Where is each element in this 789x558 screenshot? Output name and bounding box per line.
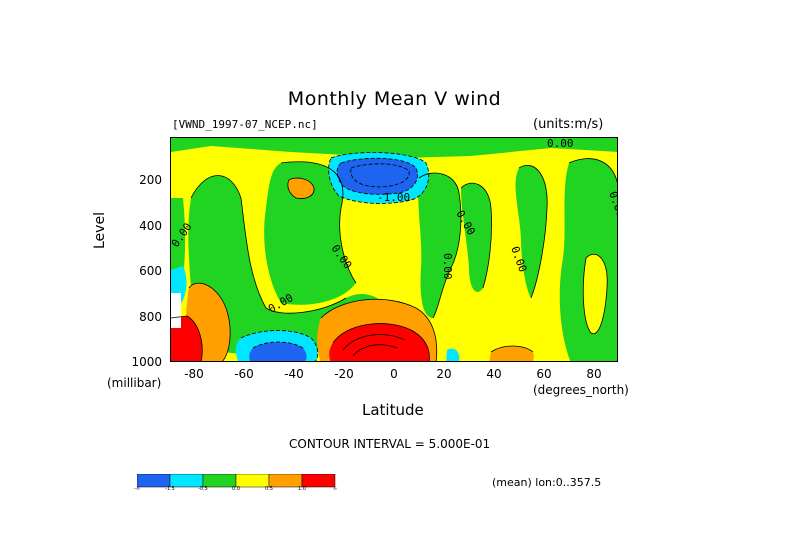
field-red-region (329, 323, 430, 361)
dataset-label: [VWND_1997-07_NCEP.nc] (172, 118, 318, 131)
contour-line-negative (336, 157, 418, 195)
contour-label: -1.00 (377, 191, 410, 204)
x-tick-label: 60 (536, 367, 552, 381)
y-tick-label: 600 (139, 264, 162, 278)
y-tick-label: 1000 (131, 355, 162, 369)
contour-label: 0.00 (441, 253, 454, 280)
colorbar-label: 0.0 (232, 486, 240, 492)
y-axis-unit: (millibar) (107, 376, 162, 390)
x-tick-label: -20 (334, 367, 354, 381)
field-green-region (515, 165, 548, 298)
contour-line (418, 172, 462, 319)
y-tick-label: 200 (139, 173, 162, 187)
field-green-region (461, 183, 492, 292)
colorbar-swatches (136, 473, 336, 488)
contour-lines (171, 158, 617, 361)
contour-line (460, 182, 492, 289)
field-green-region (264, 161, 356, 305)
plot-area: -1.00 0.00 0.00 0.00 0.00 0.00 0.00 0.00… (170, 137, 618, 362)
x-axis-unit: (degrees_north) (533, 383, 629, 397)
colorbar (136, 473, 337, 492)
contour-line (568, 158, 617, 184)
contour-line (490, 345, 534, 353)
field-orange-region (489, 346, 534, 361)
colorbar-label: 0.5 (265, 486, 273, 492)
contour-line (352, 344, 398, 357)
contour-line (280, 161, 357, 284)
contour-line-negative (328, 152, 430, 204)
contour-line (190, 175, 347, 314)
colorbar-label: ∞ (332, 486, 338, 492)
x-tick-label: -60 (234, 367, 254, 381)
contour-line (332, 323, 430, 361)
contour-line (171, 315, 203, 361)
colorbar-label: -0.5 (198, 486, 208, 492)
y-tick-label: 800 (139, 310, 162, 324)
field-blue-region (249, 342, 307, 361)
colorbar-swatch (301, 473, 336, 488)
x-tick-label: -40 (284, 367, 304, 381)
contour-line (342, 334, 406, 351)
y-axis-label: Level (92, 212, 108, 249)
colorbar-label: -1.5 (165, 486, 175, 492)
x-axis-label: Latitude (362, 401, 424, 419)
units-label: (units:m/s) (533, 117, 604, 132)
missing-data-patch (171, 293, 181, 328)
x-tick-label: 40 (486, 367, 502, 381)
contour-line-negative (350, 163, 410, 188)
contour-plot: -1.00 0.00 0.00 0.00 0.00 0.00 0.00 0.00… (171, 138, 618, 361)
x-tick-label: 0 (390, 367, 398, 381)
x-tick-label: 20 (436, 367, 452, 381)
x-tick-label: 80 (586, 367, 602, 381)
contour-line (188, 282, 231, 361)
contour-line (287, 177, 315, 199)
colorbar-label: -∞ (134, 486, 140, 492)
contour-line (320, 298, 438, 361)
field-green-region (171, 138, 617, 158)
contour-interval-text: CONTOUR INTERVAL = 5.000E-01 (289, 437, 491, 451)
contour-label: 0.00 (606, 190, 618, 219)
colorbar-label: 1.0 (298, 486, 306, 492)
mean-longitude-note: (mean) lon:0..357.5 (492, 476, 602, 489)
negative-contour-lines (240, 152, 430, 361)
field-cyan-region (446, 348, 460, 361)
x-tick-label: -80 (184, 367, 204, 381)
contour-line-negative (240, 330, 319, 361)
chart-title: Monthly Mean V wind (287, 88, 502, 110)
contour-line-negative (252, 341, 304, 349)
contour-label: 0.00 (547, 138, 574, 150)
field-green-region (418, 173, 461, 318)
field-orange-region (287, 178, 315, 199)
contour-line (582, 253, 608, 335)
field-blue-region (337, 158, 418, 195)
y-tick-label: 400 (139, 219, 162, 233)
contour-line (518, 165, 548, 299)
field-yellow-region (583, 254, 608, 334)
